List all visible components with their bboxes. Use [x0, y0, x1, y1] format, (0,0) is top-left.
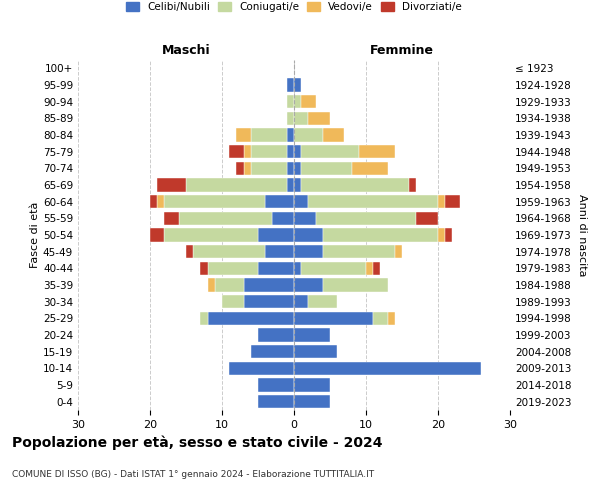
Bar — [265, 245, 294, 258]
Text: Maschi: Maschi — [161, 44, 211, 57]
Bar — [294, 162, 301, 175]
Bar — [294, 128, 323, 141]
Bar — [301, 162, 352, 175]
Bar — [236, 128, 251, 141]
Bar — [438, 228, 445, 241]
Bar — [294, 95, 301, 108]
Bar — [445, 195, 460, 208]
Bar — [359, 145, 395, 158]
Bar — [323, 245, 395, 258]
Bar — [244, 162, 251, 175]
Bar — [287, 162, 294, 175]
Bar — [373, 262, 380, 275]
Bar — [258, 378, 294, 392]
Bar — [208, 278, 215, 291]
Bar — [258, 328, 294, 342]
Bar — [229, 145, 244, 158]
Bar — [251, 345, 294, 358]
Bar — [215, 278, 244, 291]
Bar — [164, 212, 179, 225]
Bar — [352, 162, 388, 175]
Bar — [244, 295, 294, 308]
Bar — [308, 112, 330, 125]
Y-axis label: Fasce di età: Fasce di età — [30, 202, 40, 268]
Bar — [258, 262, 294, 275]
Bar — [164, 228, 258, 241]
Bar — [200, 312, 208, 325]
Bar — [236, 162, 244, 175]
Bar — [323, 278, 388, 291]
Bar — [294, 112, 308, 125]
Bar — [150, 195, 157, 208]
Bar — [258, 395, 294, 408]
Bar — [294, 362, 481, 375]
Bar — [388, 312, 395, 325]
Bar — [287, 112, 294, 125]
Bar — [323, 228, 438, 241]
Bar — [301, 95, 316, 108]
Bar — [301, 178, 409, 192]
Bar — [164, 195, 265, 208]
Text: Femmine: Femmine — [370, 44, 434, 57]
Bar — [294, 378, 330, 392]
Bar — [416, 212, 438, 225]
Bar — [294, 212, 316, 225]
Bar — [294, 328, 330, 342]
Bar — [308, 295, 337, 308]
Bar — [287, 178, 294, 192]
Bar — [150, 228, 164, 241]
Bar — [244, 278, 294, 291]
Bar — [251, 145, 287, 158]
Bar — [186, 178, 287, 192]
Bar — [316, 212, 416, 225]
Y-axis label: Anni di nascita: Anni di nascita — [577, 194, 587, 276]
Bar — [323, 128, 344, 141]
Bar — [222, 295, 244, 308]
Bar — [251, 128, 287, 141]
Bar — [294, 245, 323, 258]
Bar — [445, 228, 452, 241]
Bar — [373, 312, 388, 325]
Bar — [229, 362, 294, 375]
Bar — [186, 245, 193, 258]
Bar — [193, 245, 265, 258]
Bar — [438, 195, 445, 208]
Bar — [287, 145, 294, 158]
Bar — [366, 262, 373, 275]
Bar — [301, 145, 359, 158]
Bar — [251, 162, 287, 175]
Bar — [265, 195, 294, 208]
Bar — [287, 128, 294, 141]
Bar — [294, 262, 301, 275]
Bar — [294, 78, 301, 92]
Bar — [208, 262, 258, 275]
Bar — [294, 395, 330, 408]
Bar — [287, 95, 294, 108]
Bar — [294, 295, 308, 308]
Bar — [157, 178, 186, 192]
Bar — [179, 212, 272, 225]
Bar — [200, 262, 208, 275]
Bar — [244, 145, 251, 158]
Bar — [395, 245, 402, 258]
Bar — [294, 228, 323, 241]
Bar — [287, 78, 294, 92]
Text: Popolazione per età, sesso e stato civile - 2024: Popolazione per età, sesso e stato civil… — [12, 435, 383, 450]
Bar — [157, 195, 164, 208]
Bar — [294, 278, 323, 291]
Bar — [294, 195, 308, 208]
Bar — [294, 345, 337, 358]
Text: COMUNE DI ISSO (BG) - Dati ISTAT 1° gennaio 2024 - Elaborazione TUTTITALIA.IT: COMUNE DI ISSO (BG) - Dati ISTAT 1° genn… — [12, 470, 374, 479]
Bar — [294, 178, 301, 192]
Bar — [301, 262, 366, 275]
Bar — [294, 145, 301, 158]
Bar — [409, 178, 416, 192]
Bar — [272, 212, 294, 225]
Bar — [258, 228, 294, 241]
Legend: Celibi/Nubili, Coniugati/e, Vedovi/e, Divorziati/e: Celibi/Nubili, Coniugati/e, Vedovi/e, Di… — [126, 2, 462, 12]
Bar — [294, 312, 373, 325]
Bar — [208, 312, 294, 325]
Bar — [308, 195, 438, 208]
